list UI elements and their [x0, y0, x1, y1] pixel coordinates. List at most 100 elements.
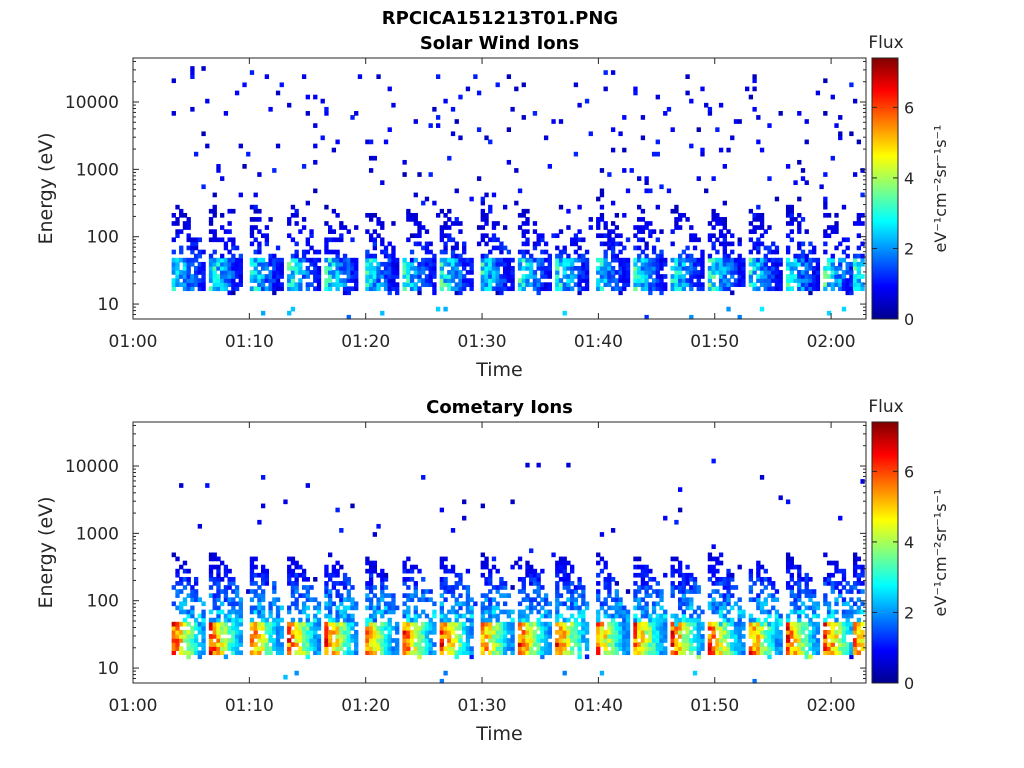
flux-cell — [722, 282, 727, 287]
flux-cell — [346, 290, 351, 296]
flux-cell — [443, 306, 448, 312]
flux-cell — [212, 581, 217, 586]
flux-cell — [432, 274, 437, 279]
flux-cell — [350, 261, 355, 267]
flux-cell — [663, 111, 668, 116]
flux-cell — [290, 556, 296, 562]
flux-cell — [711, 650, 716, 656]
flux-cell — [774, 613, 780, 619]
flux-cell — [380, 282, 385, 287]
flux-cell — [417, 290, 422, 296]
flux-cell — [480, 208, 485, 214]
flux-cell — [458, 638, 463, 643]
flux-cell — [391, 638, 396, 643]
flux-cell — [190, 245, 195, 251]
flux-cell — [339, 265, 344, 271]
flux-cell — [380, 593, 385, 598]
flux-cell — [324, 270, 329, 275]
flux-cell — [603, 576, 608, 582]
flux-cell — [838, 593, 843, 598]
flux-cell — [484, 576, 489, 582]
flux-cell — [852, 646, 858, 651]
flux-cell — [502, 286, 508, 292]
flux-cell — [815, 646, 821, 651]
flux-cell — [685, 217, 690, 222]
flux-cell — [614, 233, 620, 239]
flux-cell — [852, 257, 858, 263]
flux-cell — [264, 74, 270, 79]
flux-cell — [689, 237, 694, 243]
flux-cell — [234, 261, 240, 267]
flux-cell — [365, 568, 370, 574]
flux-cell — [845, 650, 850, 656]
flux-cell — [510, 286, 515, 292]
flux-cell — [208, 642, 214, 647]
flux-cell — [845, 609, 850, 615]
flux-cell — [443, 278, 448, 283]
flux-cell — [335, 638, 340, 643]
flux-cell — [644, 265, 649, 271]
flux-cell — [555, 621, 560, 627]
flux-cell — [495, 270, 500, 275]
flux-cell — [499, 245, 504, 251]
flux-cell — [275, 265, 281, 271]
flux-cell — [670, 572, 675, 578]
flux-cell — [633, 265, 638, 271]
flux-cell — [186, 638, 191, 643]
flux-cell — [264, 265, 270, 271]
flux-cell — [268, 650, 273, 656]
flux-cell — [294, 253, 299, 259]
flux-cell — [856, 221, 862, 226]
flux-cell — [171, 249, 176, 255]
flux-cell — [454, 217, 459, 222]
flux-cell — [815, 601, 821, 607]
flux-cell — [525, 617, 530, 623]
flux-cell — [488, 286, 493, 292]
axes-frame — [132, 421, 867, 684]
flux-cell — [525, 274, 530, 279]
flux-cell — [208, 625, 214, 631]
flux-cell — [294, 270, 299, 275]
flux-cell — [253, 564, 258, 570]
flux-cell — [502, 609, 508, 615]
flux-cell — [640, 625, 646, 631]
flux-cell — [234, 90, 240, 96]
flux-cell — [279, 629, 284, 635]
flux-cell — [681, 274, 687, 279]
flux-cell — [860, 609, 865, 615]
flux-cell — [279, 265, 284, 271]
flux-cell — [532, 581, 538, 586]
flux-cell — [785, 625, 791, 631]
flux-cell — [718, 625, 724, 631]
flux-cell — [313, 274, 318, 279]
flux-cell — [562, 270, 567, 275]
flux-cell — [227, 208, 232, 214]
flux-cell — [193, 650, 199, 656]
flux-cell — [797, 212, 802, 218]
flux-cell — [655, 274, 660, 279]
flux-cell — [328, 609, 333, 615]
flux-cell — [249, 617, 255, 623]
flux-cell — [718, 241, 724, 247]
flux-cell — [231, 642, 236, 647]
flux-cell — [826, 581, 832, 586]
flux-cell — [376, 233, 381, 239]
flux-cell — [681, 249, 687, 255]
flux-cell — [428, 589, 433, 594]
flux-cell — [432, 200, 437, 206]
flux-cell — [633, 617, 638, 623]
flux-cell — [517, 556, 523, 562]
flux-cell — [603, 601, 608, 607]
flux-cell — [584, 629, 590, 635]
flux-cell — [328, 265, 333, 271]
flux-cell — [186, 221, 191, 226]
flux-cell — [335, 286, 340, 292]
flux-cell — [711, 257, 716, 263]
flux-cell — [722, 253, 727, 259]
flux-cell — [201, 609, 206, 615]
flux-cell — [618, 261, 623, 267]
flux-cell — [685, 74, 690, 79]
flux-cell — [525, 625, 530, 631]
flux-cell — [190, 609, 195, 615]
flux-cell — [610, 286, 616, 292]
